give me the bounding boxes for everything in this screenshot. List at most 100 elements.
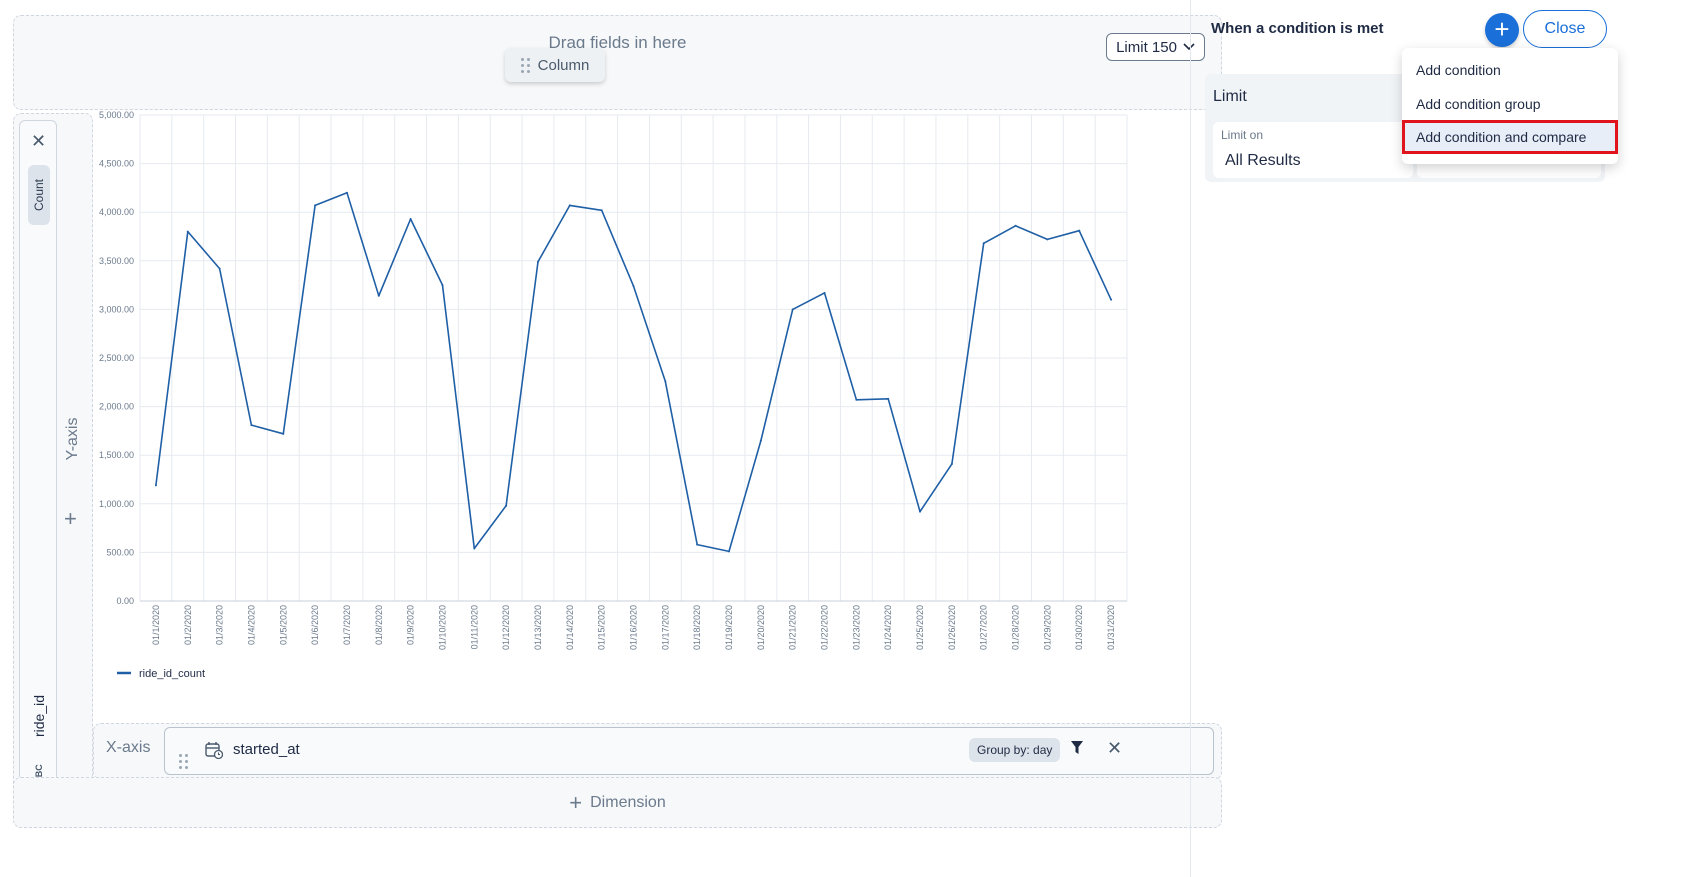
data-point <box>600 209 603 212</box>
data-point <box>1110 298 1113 301</box>
data-point <box>664 380 667 383</box>
chevron-down-icon <box>1183 43 1195 51</box>
count-aggregation-label: Count <box>32 178 46 212</box>
data-point <box>536 260 539 263</box>
data-point <box>154 484 157 487</box>
x-tick-label: 01/12/2020 <box>501 605 511 650</box>
close-button[interactable]: Close <box>1523 10 1607 48</box>
data-point <box>250 424 253 427</box>
x-tick-label: 01/22/2020 <box>820 605 830 650</box>
x-tick-label: 01/7/2020 <box>342 605 352 645</box>
x-tick-label: 01/26/2020 <box>947 605 957 650</box>
y-axis-label: Y-axis <box>64 417 81 461</box>
panel-title: When a condition is met <box>1211 20 1384 37</box>
data-point <box>823 291 826 294</box>
x-tick-label: 01/9/2020 <box>406 605 416 645</box>
x-tick-label: 01/25/2020 <box>915 605 925 650</box>
limit-card-title: Limit <box>1213 88 1247 105</box>
x-tick-label: 01/28/2020 <box>1011 605 1021 650</box>
x-tick-label: 01/6/2020 <box>310 605 320 645</box>
drag-handle-icon[interactable] <box>179 744 188 769</box>
group-by-chip[interactable]: Group by: day <box>969 738 1061 762</box>
x-tick-label: 01/2/2020 <box>183 605 193 645</box>
plus-icon: + <box>569 789 583 815</box>
count-aggregation-chip[interactable]: Count <box>28 165 50 225</box>
data-point <box>855 398 858 401</box>
dimension-label: Dimension <box>590 793 666 811</box>
plus-icon: + <box>1494 14 1510 44</box>
x-tick-label: 01/11/2020 <box>469 605 479 649</box>
close-icon[interactable]: ✕ <box>1107 738 1123 758</box>
drag-fields-hint: Drag fields in here <box>548 33 687 52</box>
y-tick-label: 4,500.00 <box>99 159 134 169</box>
menu-item-add-condition[interactable]: Add condition <box>1416 62 1501 78</box>
y-field-name: ride_id <box>26 681 52 751</box>
x-axis-drop-zone[interactable]: X-axis started_at Group by: day ✕ <box>93 723 1222 780</box>
x-tick-label: 01/21/2020 <box>788 605 798 650</box>
data-point <box>791 308 794 311</box>
x-tick-label: 01/20/2020 <box>756 605 766 650</box>
column-drop-zone[interactable]: Drag fields in here <box>13 15 1222 110</box>
data-point <box>887 397 890 400</box>
data-point <box>1078 229 1081 232</box>
data-point <box>1014 224 1017 227</box>
add-condition-button[interactable]: + <box>1485 13 1519 47</box>
menu-item-add-condition-and-compare[interactable]: Add condition and compare <box>1402 120 1618 154</box>
y-tick-label: 1,500.00 <box>99 450 134 460</box>
x-tick-label: 01/10/2020 <box>437 605 447 650</box>
data-point <box>186 230 189 233</box>
y-tick-label: 3,000.00 <box>99 304 134 314</box>
x-tick-label: 01/3/2020 <box>215 605 225 645</box>
x-tick-label: 01/16/2020 <box>629 605 639 650</box>
data-point <box>441 284 444 287</box>
filter-icon[interactable] <box>1070 740 1084 756</box>
data-point <box>919 510 922 513</box>
data-point <box>505 504 508 507</box>
data-point <box>568 204 571 207</box>
x-tick-label: 01/17/2020 <box>660 605 670 650</box>
x-tick-label: 01/14/2020 <box>565 605 575 650</box>
x-tick-label: 01/18/2020 <box>692 605 702 650</box>
plus-icon: + <box>64 506 77 531</box>
limit-on-label: Limit on <box>1221 128 1264 142</box>
y-tick-label: 5,000.00 <box>99 110 134 120</box>
x-tick-label: 01/1/2020 <box>151 605 161 645</box>
data-point <box>282 432 285 435</box>
x-tick-label: 01/27/2020 <box>979 605 989 650</box>
x-tick-label: 01/15/2020 <box>597 605 607 650</box>
x-axis-label: X-axis <box>106 739 151 756</box>
line-chart: 0.00 500.00 1,000.00 1,500.00 2,000.00 2,500.… <box>99 110 1128 680</box>
limit-select[interactable]: Limit 150 <box>1106 33 1205 61</box>
y-tick-label: 2,500.00 <box>99 353 134 363</box>
x-tick-label: 01/23/2020 <box>851 605 861 650</box>
drag-handle-icon[interactable] <box>520 57 530 73</box>
column-chip[interactable]: Column <box>505 48 605 82</box>
y-axis-drop-zone[interactable]: ✕ Count ride_id ABC <box>13 113 93 807</box>
add-dimension-button[interactable]: + Dimension <box>13 777 1222 828</box>
data-point <box>982 242 985 245</box>
data-point <box>314 204 317 207</box>
column-chip-label: Column <box>537 56 590 74</box>
x-field-name: started_at <box>233 741 300 758</box>
menu-item-add-condition-group[interactable]: Add condition group <box>1416 96 1541 112</box>
x-tick-label: 01/19/2020 <box>724 605 734 650</box>
data-point <box>345 191 348 194</box>
limit-on-select[interactable]: Limit on All Results <box>1213 122 1413 178</box>
calendar-clock-icon <box>205 742 223 759</box>
data-point <box>759 439 762 442</box>
data-point <box>218 267 221 270</box>
y-tick-label: 500.00 <box>106 547 134 557</box>
data-point <box>409 218 412 221</box>
x-tick-label: 01/31/2020 <box>1106 605 1116 650</box>
close-icon[interactable]: ✕ <box>31 131 47 151</box>
x-field-pill[interactable]: started_at Group by: day ✕ <box>164 727 1214 775</box>
y-measure-pill[interactable]: ✕ Count ride_id ABC <box>19 120 57 803</box>
limit-on-value: All Results <box>1225 152 1301 169</box>
add-y-axis-button[interactable]: Y-axis + <box>58 385 88 535</box>
panel-divider <box>1190 0 1191 877</box>
legend-label: ride_id_count <box>139 668 205 680</box>
y-tick-label: 4,000.00 <box>99 207 134 217</box>
add-condition-menu: Add condition Add condition group Add co… <box>1402 48 1618 164</box>
data-point <box>728 550 731 553</box>
y-tick-label: 3,500.00 <box>99 256 134 266</box>
